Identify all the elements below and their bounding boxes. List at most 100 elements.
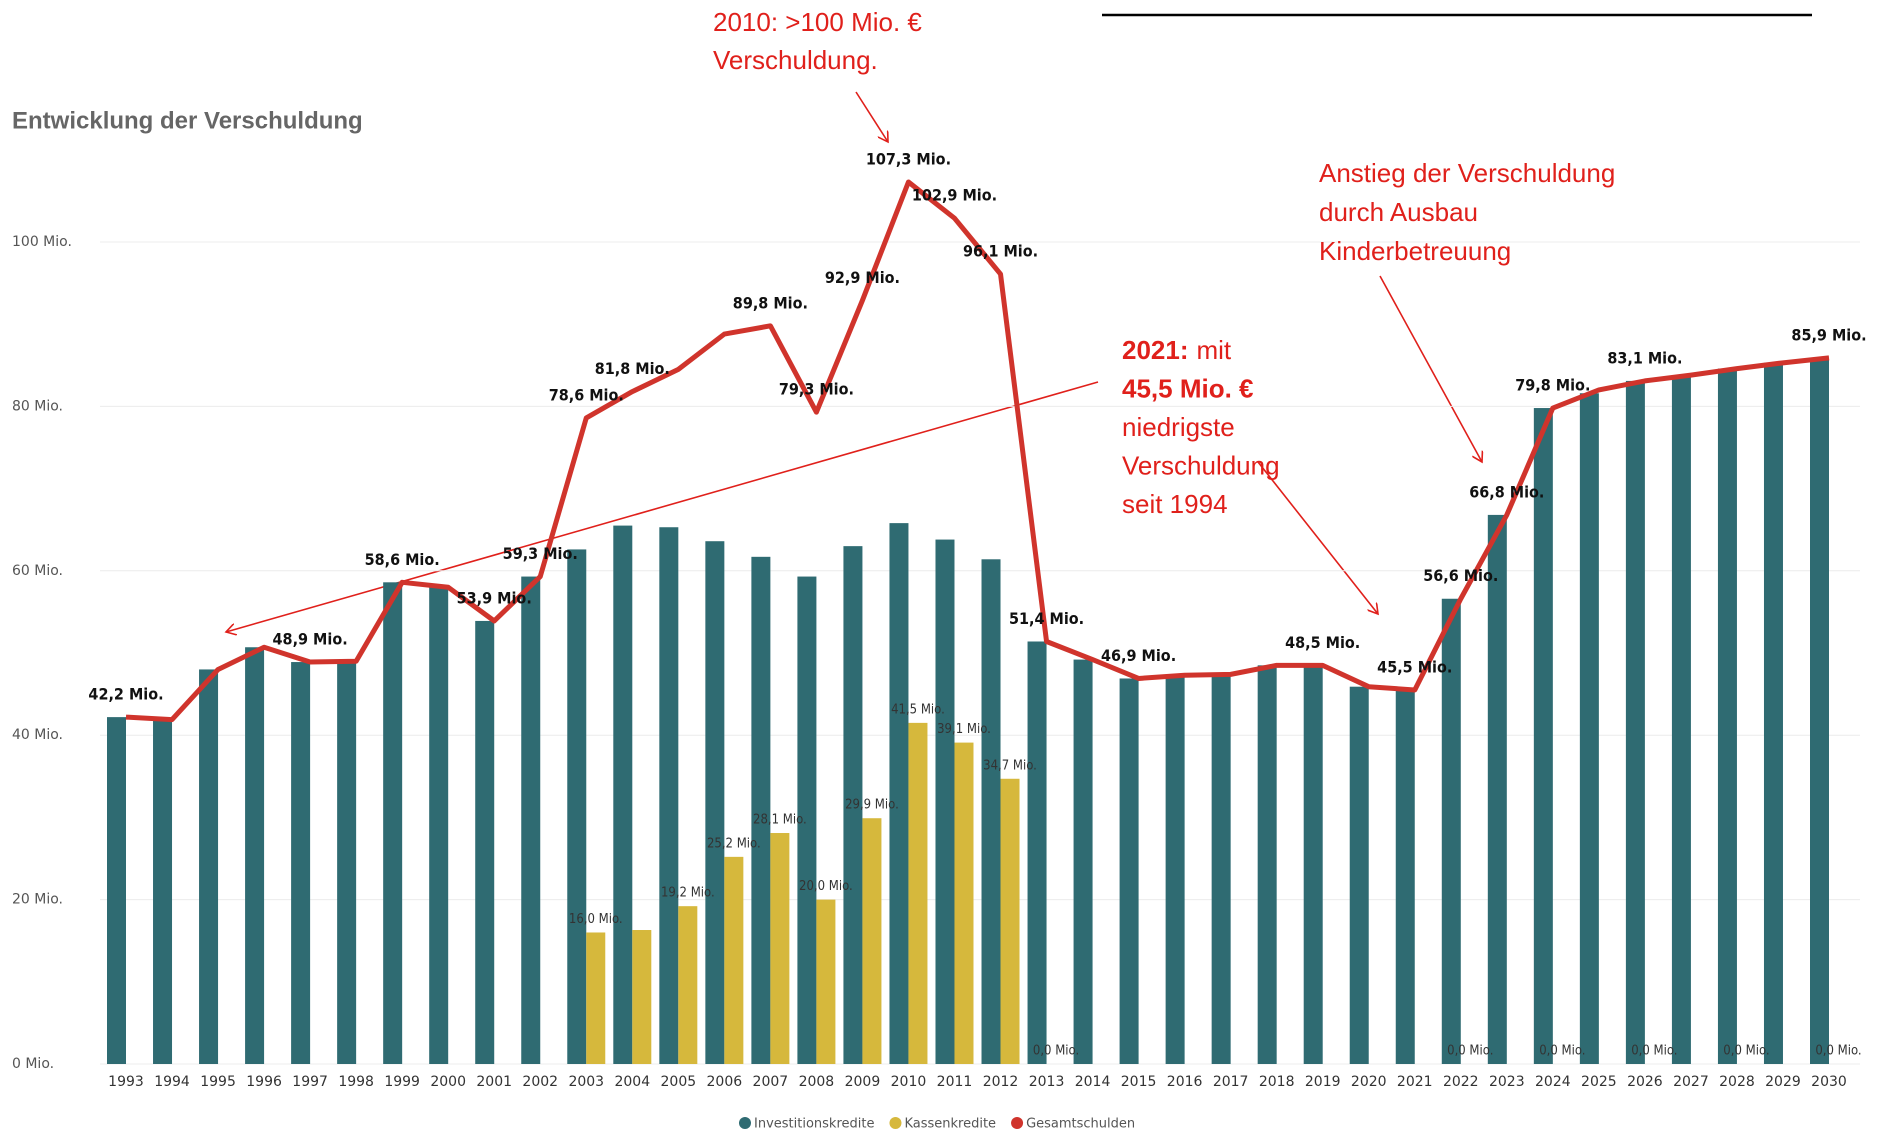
annotation: niedrigste	[1122, 412, 1235, 442]
arrow	[1257, 461, 1378, 614]
x-tick-label: 2000	[430, 1074, 466, 1090]
legend-label: Kassenkredite	[904, 1117, 996, 1130]
bar	[291, 662, 311, 1064]
x-tick-label: 2021	[1397, 1074, 1433, 1090]
data-label: 0,0 Mio.	[1447, 1044, 1493, 1059]
x-tick-label: 1997	[292, 1074, 328, 1090]
x-tick-label: 2010	[891, 1074, 927, 1090]
bar	[1257, 665, 1277, 1064]
y-tick-label: 60 Mio.	[12, 563, 63, 579]
bar	[1533, 408, 1553, 1064]
x-tick-label: 2012	[983, 1074, 1019, 1090]
data-label: 0,0 Mio.	[1539, 1044, 1585, 1059]
bar	[843, 546, 863, 1064]
x-tick-label: 1999	[384, 1074, 420, 1090]
y-tick-label: 40 Mio.	[12, 727, 63, 743]
annotation: seit 1994	[1122, 489, 1228, 519]
annotation: 2010: >100 Mio. €	[713, 7, 922, 37]
x-tick-label: 2018	[1259, 1074, 1295, 1090]
x-tick-label: 2004	[614, 1074, 650, 1090]
bar	[337, 661, 357, 1064]
bar	[862, 818, 882, 1064]
annotation-part: seit 1994	[1122, 489, 1228, 519]
data-label: 45,5 Mio.	[1377, 657, 1452, 676]
bar	[613, 525, 633, 1064]
annotation: 2021: mit	[1122, 335, 1232, 365]
bar	[475, 620, 495, 1064]
bar	[632, 930, 652, 1064]
x-tick-label: 2005	[661, 1074, 697, 1090]
data-label: 20,0 Mio.	[799, 879, 853, 894]
bar	[1487, 514, 1507, 1064]
data-label: 81,8 Mio.	[595, 359, 670, 378]
bar	[199, 669, 219, 1064]
data-label: 78,6 Mio.	[549, 385, 624, 404]
data-label: 48,5 Mio.	[1285, 633, 1360, 652]
x-tick-label: 2029	[1765, 1074, 1801, 1090]
x-tick-label: 2008	[799, 1074, 835, 1090]
x-tick-label: 1993	[108, 1074, 144, 1090]
x-tick-label: 2027	[1673, 1074, 1709, 1090]
legend-label: Investitionskredite	[754, 1117, 874, 1130]
data-label: 46,9 Mio.	[1101, 646, 1176, 665]
data-label: 0,0 Mio.	[1815, 1044, 1861, 1059]
data-label: 41,5 Mio.	[891, 702, 945, 717]
annotation: Verschuldung	[1122, 450, 1280, 480]
bar	[1717, 368, 1737, 1064]
data-label: 58,6 Mio.	[365, 550, 440, 569]
bar	[107, 717, 126, 1064]
bar	[908, 722, 928, 1064]
data-label: 51,4 Mio.	[1009, 609, 1084, 628]
x-tick-label: 1998	[338, 1074, 374, 1090]
bar	[678, 906, 698, 1064]
annotation-part: 45,5 Mio. €	[1122, 373, 1254, 403]
x-tick-label: 2028	[1719, 1074, 1755, 1090]
x-tick-label: 2026	[1627, 1074, 1663, 1090]
x-tick-label: 2001	[476, 1074, 512, 1090]
bar	[659, 527, 679, 1064]
data-label: 85,9 Mio.	[1791, 325, 1866, 344]
x-tick-label: 2022	[1443, 1074, 1479, 1090]
bar	[1000, 778, 1020, 1064]
data-label: 0,0 Mio.	[1631, 1044, 1677, 1059]
annotation: Anstieg der Verschuldung	[1319, 158, 1615, 188]
annotation-part: durch Ausbau	[1319, 197, 1478, 227]
bar	[567, 549, 587, 1064]
data-label: 107,3 Mio.	[866, 149, 951, 168]
chart-title: Entwicklung der Verschuldung	[12, 107, 363, 134]
data-label: 56,6 Mio.	[1423, 566, 1498, 585]
bar	[586, 932, 606, 1064]
bar	[521, 576, 541, 1064]
bar	[816, 899, 836, 1064]
bar	[724, 856, 744, 1064]
x-tick-label: 2016	[1167, 1074, 1203, 1090]
data-label: 34,7 Mio.	[983, 758, 1037, 773]
legend-marker	[1011, 1117, 1024, 1129]
bar	[429, 587, 449, 1064]
bar	[1073, 659, 1093, 1064]
data-label: 48,9 Mio.	[273, 630, 348, 649]
annotation-part: Anstieg der Verschuldung	[1319, 158, 1615, 188]
x-tick-label: 2017	[1213, 1074, 1249, 1090]
data-label: 79,8 Mio.	[1515, 376, 1590, 395]
annotation-part: 2010: >100 Mio. €	[713, 7, 922, 37]
x-tick-label: 2020	[1351, 1074, 1387, 1090]
bar	[1763, 362, 1783, 1065]
bar	[1027, 641, 1047, 1064]
x-tick-label: 2002	[522, 1074, 558, 1090]
legend: Investitionskredite Kassenkredite Gesamtsc…	[739, 1117, 1135, 1130]
x-tick-label: 2025	[1581, 1074, 1617, 1090]
x-tick-label: 2003	[568, 1074, 604, 1090]
y-tick-label: 20 Mio.	[12, 892, 63, 908]
data-label: 79,3 Mio.	[779, 380, 854, 399]
line	[125, 179, 1830, 723]
x-tick-label: 2007	[753, 1074, 789, 1090]
x-tick-label: 1996	[246, 1074, 282, 1090]
bar	[981, 559, 1001, 1064]
data-label: 42,2 Mio.	[88, 685, 163, 704]
x-tick-label: 2015	[1121, 1074, 1157, 1090]
x-tick-label: 2019	[1305, 1074, 1341, 1090]
data-label: 19,2 Mio.	[661, 886, 715, 901]
legend-marker	[889, 1117, 902, 1129]
